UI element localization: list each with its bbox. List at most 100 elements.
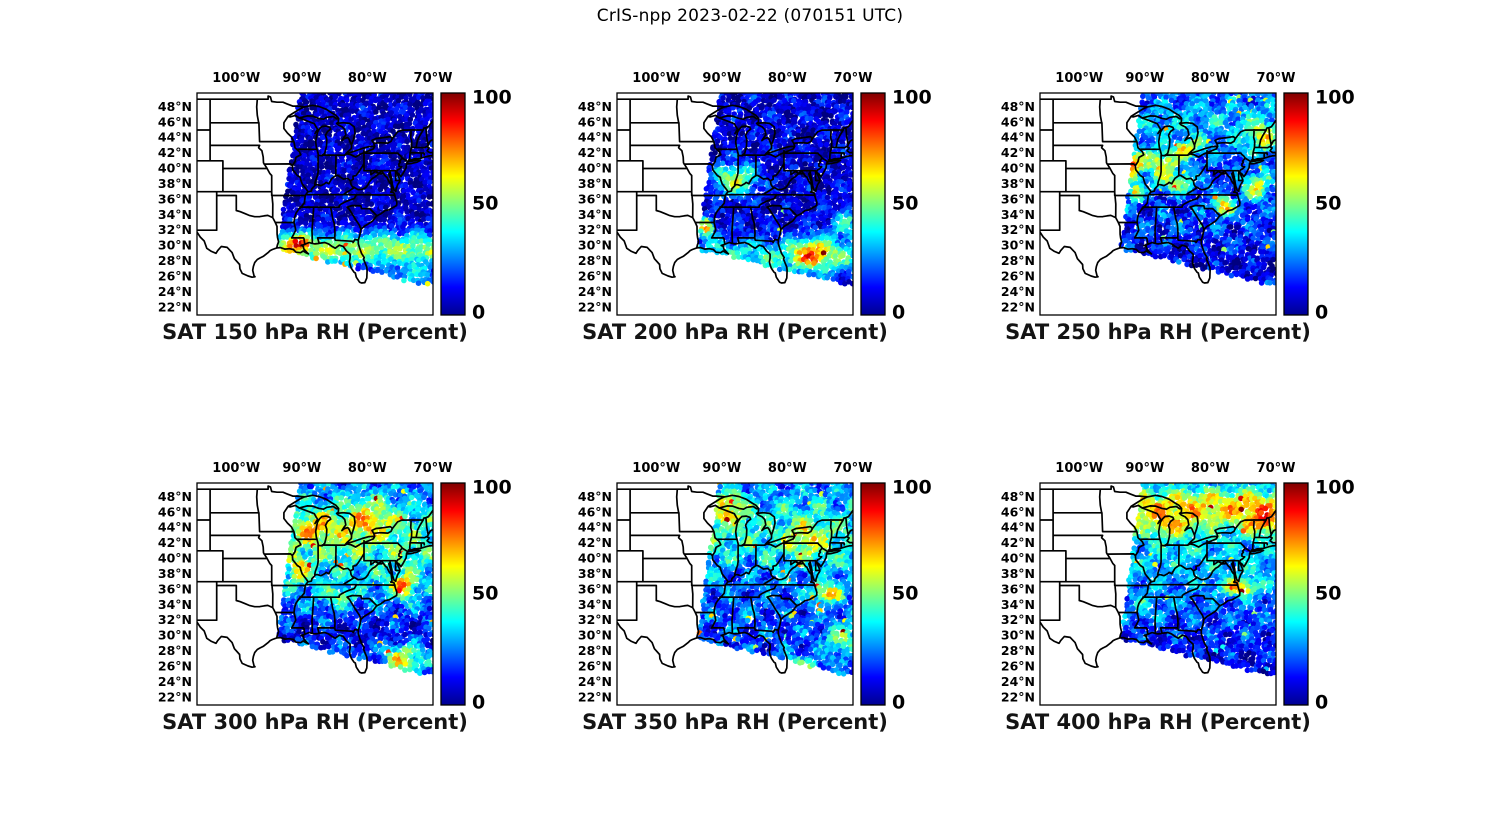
svg-text:36°N: 36°N	[578, 191, 612, 206]
svg-text:100°W: 100°W	[632, 71, 680, 86]
rh-scatter	[1119, 483, 1276, 677]
svg-text:46°N: 46°N	[158, 114, 192, 129]
svg-text:44°N: 44°N	[578, 130, 612, 145]
rh-scatter	[697, 93, 853, 287]
lat-tick-labels: 48°N46°N44°N42°N40°N38°N36°N34°N32°N30°N…	[158, 99, 192, 314]
rh-map-svg: 100°W 90°W 80°W 70°W 48°N46°N44°N42°N40°N38°…	[578, 461, 932, 714]
lon-tick-labels: 100°W 90°W 80°W 70°W	[1055, 71, 1295, 86]
state-borders	[197, 95, 433, 284]
svg-text:80°W: 80°W	[348, 71, 387, 86]
svg-text:100: 100	[472, 87, 512, 109]
svg-text:70°W: 70°W	[834, 71, 873, 86]
svg-text:0: 0	[892, 302, 905, 322]
colorbar	[860, 482, 886, 706]
svg-text:40°N: 40°N	[578, 161, 612, 176]
svg-text:48°N: 48°N	[158, 99, 192, 114]
panel-title-200: SAT 200 hPa RH (Percent)	[582, 320, 888, 344]
colorbar-tick-labels: 100 50 0	[472, 87, 512, 324]
svg-text:90°W: 90°W	[282, 71, 321, 86]
panel-title-350: SAT 350 hPa RH (Percent)	[582, 710, 888, 734]
svg-text:48°N: 48°N	[578, 99, 612, 114]
svg-text:26°N: 26°N	[158, 269, 192, 284]
svg-text:30°N: 30°N	[578, 238, 612, 253]
map-frame	[616, 482, 854, 706]
svg-text:38°N: 38°N	[578, 176, 612, 191]
panel-title-250: SAT 250 hPa RH (Percent)	[1005, 320, 1311, 344]
lat-tick-labels: 48°N46°N44°N42°N40°N38°N36°N34°N32°N30°N…	[1001, 99, 1035, 314]
svg-text:32°N: 32°N	[578, 222, 612, 237]
svg-text:80°W: 80°W	[768, 71, 807, 86]
svg-text:30°N: 30°N	[158, 238, 192, 253]
svg-text:26°N: 26°N	[578, 269, 612, 284]
panel-title-400: SAT 400 hPa RH (Percent)	[1005, 710, 1311, 734]
svg-text:44°N: 44°N	[158, 130, 192, 145]
lat-tick-labels: 48°N46°N44°N42°N40°N38°N36°N34°N32°N30°N…	[1001, 489, 1035, 704]
svg-text:34°N: 34°N	[158, 207, 192, 222]
panel-sat-250: 100°W 90°W 80°W 70°W 48°N 46°N 44°N 42°N 40°N 38°…	[990, 57, 1362, 324]
rh-map-svg: 100°W 90°W 80°W 70°W 48°N46°N44°N42°N40°N38°…	[1001, 71, 1355, 324]
svg-text:34°N: 34°N	[578, 207, 612, 222]
lon-tick-labels: 100°W 90°W 80°W 70°W	[632, 461, 872, 476]
colorbar	[440, 92, 466, 316]
figure-title: CrIS-npp 2023-02-22 (070151 UTC)	[596, 6, 904, 26]
svg-text:42°N: 42°N	[158, 145, 192, 160]
lat-tick-labels: 48°N46°N44°N42°N40°N38°N36°N34°N32°N30°N…	[578, 489, 612, 704]
panel-sat-300: 100°W 90°W 80°W 70°W 48°N 46°N 44°N 42°N 40°N 38°…	[147, 447, 519, 714]
lat-tick-labels: 48°N46°N44°N42°N40°N38°N36°N34°N32°N30°N…	[578, 99, 612, 314]
rh-map-svg: 100°W 90°W 80°W 70°W 48°N46°N44°N42°N40°N38°…	[1001, 461, 1355, 714]
colorbar-tick-labels: 100 50 0	[892, 87, 932, 324]
svg-text:32°N: 32°N	[158, 222, 192, 237]
svg-text:28°N: 28°N	[158, 253, 192, 268]
svg-text:24°N: 24°N	[578, 284, 612, 299]
state-borders	[1040, 95, 1276, 284]
panel-title-300: SAT 300 hPa RH (Percent)	[162, 710, 468, 734]
svg-text:28°N: 28°N	[578, 253, 612, 268]
svg-text:40°N: 40°N	[158, 161, 192, 176]
lon-tick-labels: 100°W 90°W 80°W 70°W	[212, 461, 452, 476]
svg-text:22°N: 22°N	[158, 299, 192, 314]
rh-map-svg: 100°W 90°W 80°W 70°W 48°N46°N44°N42°N40°N38°…	[578, 71, 932, 324]
svg-text:36°N: 36°N	[158, 191, 192, 206]
svg-text:0: 0	[472, 302, 485, 322]
lon-tick-labels: 100°W 90°W 80°W 70°W	[212, 71, 452, 86]
state-borders	[617, 95, 853, 284]
colorbar	[1283, 482, 1309, 706]
lon-tick-labels: 100°W 90°W 80°W 70°W	[1055, 461, 1295, 476]
svg-text:42°N: 42°N	[578, 145, 612, 160]
state-borders	[197, 485, 433, 674]
map-frame	[1039, 92, 1277, 316]
colorbar	[440, 482, 466, 706]
rh-map-svg: 100°W 90°W 80°W 70°W 48°N46°N44°N42°N40°N38°…	[158, 461, 512, 714]
panel-sat-350: 100°W 90°W 80°W 70°W 48°N 46°N 44°N 42°N 40°N 38°…	[567, 447, 939, 714]
svg-text:46°N: 46°N	[578, 114, 612, 129]
panel-sat-200: 100°W 90°W 80°W 70°W 48°N 46°N 44°N 42°N 40°N 38°…	[567, 57, 939, 324]
svg-text:70°W: 70°W	[414, 71, 453, 86]
rh-map-svg: 100°W 90°W 80°W 70°W 48°N46°N44°N42°N40°N38°…	[158, 71, 512, 324]
svg-text:22°N: 22°N	[578, 299, 612, 314]
panel-sat-150: 100°W 90°W 80°W 70°W 48°N 46°N 44°N 42°N 40°N 38°…	[147, 57, 519, 324]
svg-text:90°W: 90°W	[702, 71, 741, 86]
svg-text:24°N: 24°N	[158, 284, 192, 299]
svg-text:100: 100	[892, 87, 932, 109]
svg-text:100°W: 100°W	[212, 71, 260, 86]
panel-sat-400: 100°W 90°W 80°W 70°W 48°N 46°N 44°N 42°N 40°N 38°…	[990, 447, 1362, 714]
state-borders	[617, 485, 853, 674]
map-frame	[1039, 482, 1277, 706]
panel-title-150: SAT 150 hPa RH (Percent)	[162, 320, 468, 344]
svg-text:38°N: 38°N	[158, 176, 192, 191]
map-frame	[616, 92, 854, 316]
colorbar	[860, 92, 886, 316]
svg-text:50: 50	[472, 193, 498, 215]
lon-tick-labels: 100°W 90°W 80°W 70°W	[632, 71, 872, 86]
state-borders	[1040, 485, 1276, 674]
map-frame	[196, 92, 434, 316]
map-frame	[196, 482, 434, 706]
svg-text:50: 50	[892, 193, 918, 215]
colorbar	[1283, 92, 1309, 316]
lat-tick-labels: 48°N46°N44°N42°N40°N38°N36°N34°N32°N30°N…	[158, 489, 192, 704]
